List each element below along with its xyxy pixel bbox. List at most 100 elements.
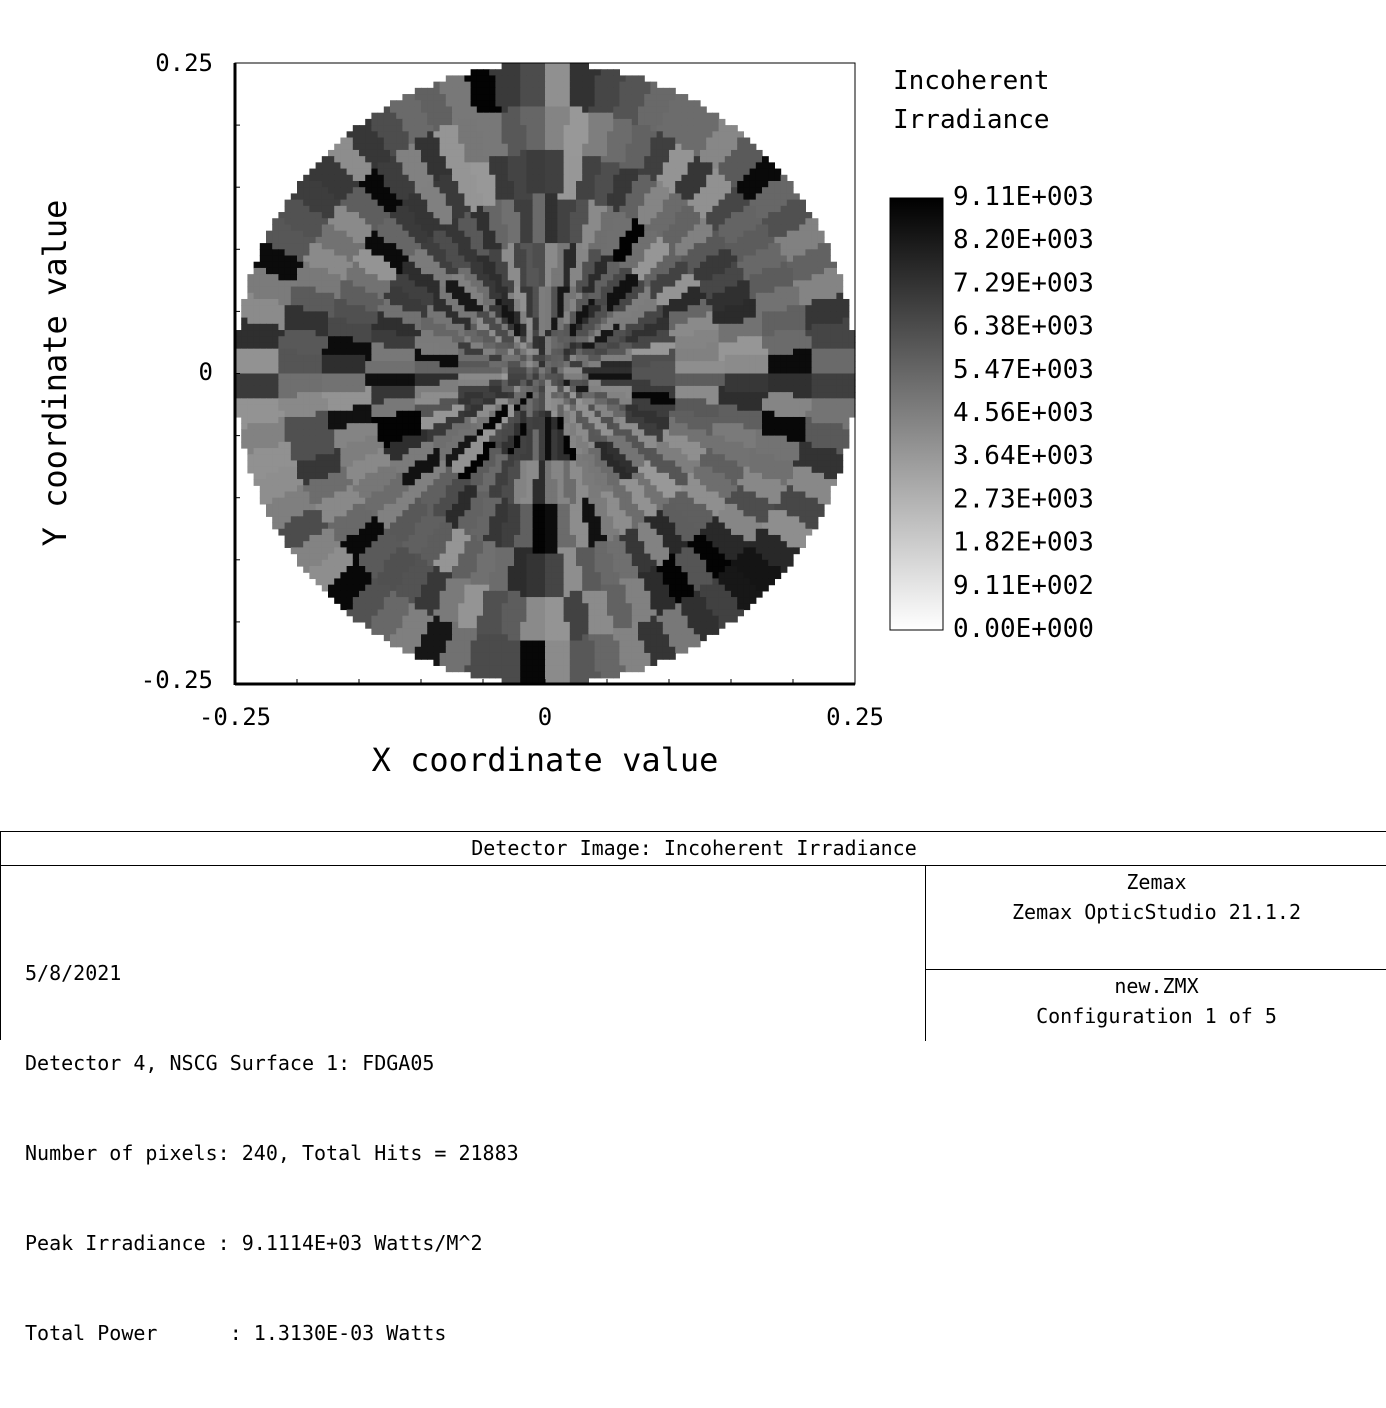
heatmap-cell bbox=[483, 212, 490, 219]
heatmap-cell bbox=[253, 298, 261, 306]
heatmap-cell bbox=[718, 230, 726, 238]
heatmap-cell bbox=[662, 336, 670, 344]
heatmap-cell bbox=[433, 230, 441, 238]
heatmap-cell bbox=[662, 149, 670, 157]
heatmap-cell bbox=[309, 230, 317, 238]
heatmap-cell bbox=[452, 398, 459, 406]
heatmap-cell bbox=[762, 429, 769, 437]
heatmap-cell bbox=[359, 174, 366, 182]
heatmap-cell bbox=[495, 298, 503, 306]
heatmap-cell bbox=[390, 354, 397, 362]
heatmap-cell bbox=[259, 416, 267, 424]
heatmap-cell bbox=[464, 330, 472, 337]
heatmap-cell bbox=[247, 367, 255, 375]
heatmap-cell bbox=[501, 125, 509, 132]
heatmap-cell bbox=[297, 416, 304, 424]
heatmap-cell bbox=[582, 298, 589, 306]
heatmap-cell bbox=[247, 410, 255, 418]
heatmap-cell bbox=[309, 410, 317, 418]
heatmap-cell bbox=[799, 323, 806, 331]
heatmap-cell bbox=[700, 392, 707, 399]
heatmap-cell bbox=[824, 398, 831, 406]
heatmap-cell bbox=[371, 361, 379, 368]
heatmap-cell bbox=[644, 267, 651, 275]
heatmap-cell bbox=[476, 373, 484, 381]
heatmap-cell bbox=[532, 435, 540, 443]
heatmap-cell bbox=[346, 348, 354, 356]
heatmap-cell bbox=[693, 342, 701, 350]
heatmap-cell bbox=[737, 348, 744, 356]
heatmap-cell bbox=[669, 392, 676, 399]
heatmap-cell bbox=[613, 305, 620, 312]
heatmap-cell bbox=[817, 292, 825, 300]
heatmap-cell bbox=[377, 205, 385, 213]
heatmap-cell bbox=[799, 199, 806, 207]
heatmap-cell bbox=[371, 373, 379, 381]
heatmap-cell bbox=[253, 292, 261, 300]
heatmap-cell bbox=[470, 398, 478, 406]
heatmap-cell bbox=[315, 385, 323, 393]
heatmap-cell bbox=[439, 416, 447, 424]
heatmap-cell bbox=[334, 373, 341, 381]
heatmap-cell bbox=[352, 187, 360, 195]
heatmap-cell bbox=[656, 342, 664, 350]
heatmap-cell bbox=[396, 330, 403, 337]
heatmap-cell bbox=[352, 348, 360, 356]
heatmap-cell bbox=[458, 193, 465, 201]
heatmap-cell bbox=[483, 118, 490, 126]
heatmap-cell bbox=[483, 255, 490, 263]
heatmap-cell bbox=[811, 348, 819, 356]
heatmap-cell bbox=[687, 243, 695, 250]
heatmap-cell bbox=[631, 118, 639, 126]
heatmap-cell bbox=[731, 149, 738, 157]
heatmap-cell bbox=[706, 280, 713, 288]
heatmap-cell bbox=[656, 361, 664, 368]
heatmap-cell bbox=[576, 94, 583, 101]
heatmap-cell bbox=[266, 398, 273, 406]
heatmap-cell bbox=[718, 367, 726, 375]
heatmap-cell bbox=[706, 168, 713, 176]
heatmap-cell bbox=[352, 180, 360, 188]
heatmap-cell bbox=[377, 162, 385, 170]
heatmap-cell bbox=[346, 416, 354, 424]
heatmap-cell bbox=[687, 292, 695, 300]
heatmap-cell bbox=[359, 361, 366, 368]
heatmap-cell bbox=[315, 398, 323, 406]
heatmap-cell bbox=[582, 87, 589, 95]
heatmap-cell bbox=[439, 367, 447, 375]
heatmap-cell bbox=[501, 286, 509, 294]
heatmap-cell bbox=[551, 398, 558, 406]
heatmap-cell bbox=[303, 243, 310, 250]
heatmap-cell bbox=[706, 274, 713, 281]
heatmap-cell bbox=[712, 249, 720, 257]
heatmap-cell bbox=[563, 149, 571, 157]
heatmap-cell bbox=[551, 162, 558, 170]
heatmap-cell bbox=[638, 81, 645, 89]
heatmap-cell bbox=[501, 224, 509, 232]
heatmap-cell bbox=[365, 416, 372, 424]
heatmap-cell bbox=[501, 137, 509, 145]
heatmap-cell bbox=[588, 94, 596, 101]
heatmap-cell bbox=[259, 373, 267, 381]
heatmap-cell bbox=[811, 224, 819, 232]
heatmap-cell bbox=[402, 342, 410, 350]
heatmap-cell bbox=[340, 379, 348, 387]
heatmap-cell bbox=[321, 311, 329, 319]
heatmap-cell bbox=[427, 373, 434, 381]
heatmap-cell bbox=[631, 187, 639, 195]
heatmap-cell bbox=[501, 236, 509, 244]
heatmap-cell bbox=[470, 255, 478, 263]
heatmap-cell bbox=[563, 348, 571, 356]
heatmap-cell bbox=[737, 205, 744, 213]
heatmap-cell bbox=[650, 162, 658, 170]
heatmap-cell bbox=[824, 249, 831, 257]
heatmap-cell bbox=[439, 243, 447, 250]
heatmap-cell bbox=[278, 385, 286, 393]
heatmap-cell bbox=[483, 317, 490, 325]
heatmap-cell bbox=[743, 317, 751, 325]
heatmap-cell bbox=[631, 410, 639, 418]
heatmap-cell bbox=[687, 392, 695, 399]
heatmap-cell bbox=[693, 168, 701, 176]
heatmap-cell bbox=[278, 323, 286, 331]
heatmap-cell bbox=[390, 212, 397, 219]
